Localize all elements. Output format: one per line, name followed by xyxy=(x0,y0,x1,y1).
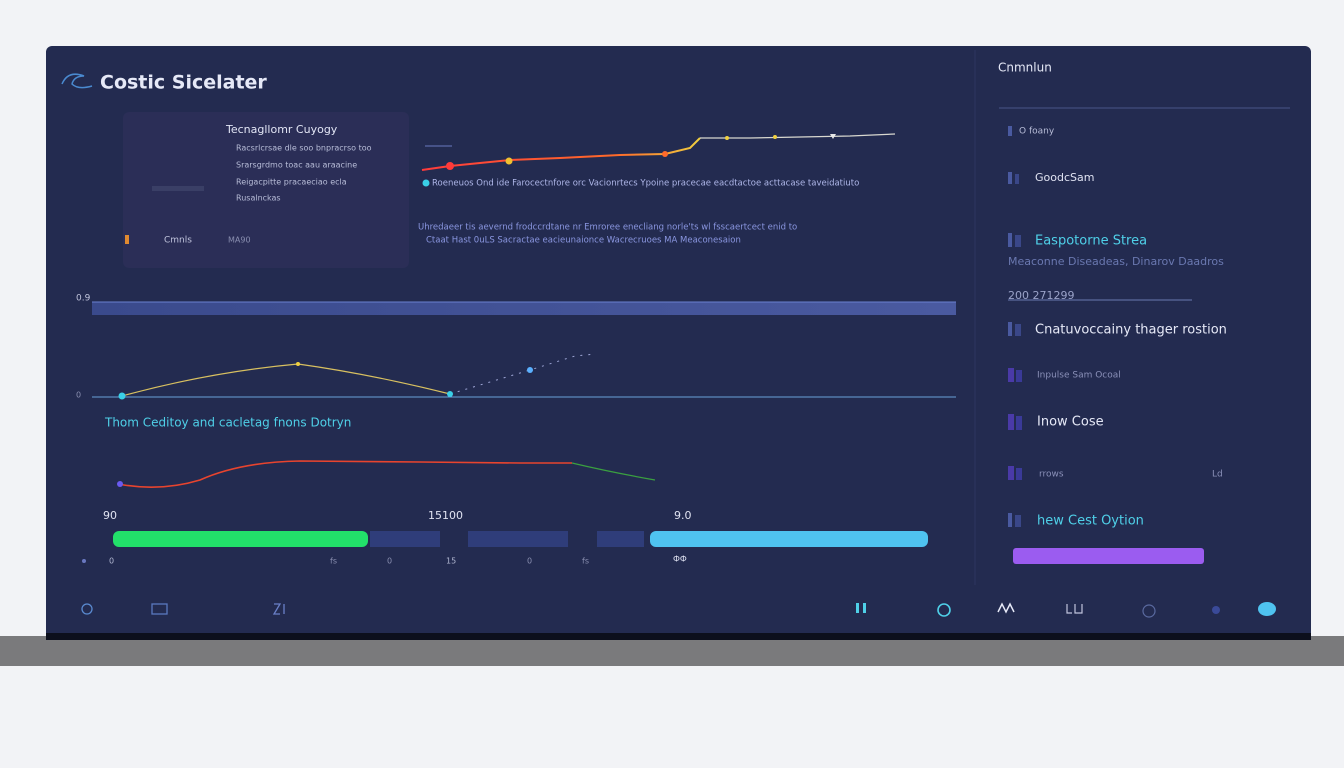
progress-track xyxy=(468,531,568,547)
sidebar-item: Meaconne Diseadeas, Dinarov Daadros xyxy=(1008,255,1224,268)
card-line: Rusalnckas xyxy=(236,194,281,203)
point xyxy=(830,134,836,139)
tick-dot xyxy=(82,559,86,563)
sidebar-item: Inpulse Sam Ocoal xyxy=(1037,371,1121,381)
tick-label: 0 xyxy=(527,557,532,566)
item-icon xyxy=(1015,515,1021,527)
item-icon xyxy=(1008,513,1012,527)
axis-label: 0 xyxy=(76,391,81,400)
toolbar-icon[interactable] xyxy=(81,603,93,615)
axis-label: 0.9 xyxy=(76,294,91,304)
card-line: Srarsgrdmo toac aau araacine xyxy=(236,161,357,170)
item-icon xyxy=(1016,468,1022,480)
legend-dot xyxy=(422,179,430,187)
toolbar-icon[interactable] xyxy=(1142,604,1156,618)
range-band xyxy=(92,302,956,315)
chart-note: Ctaat Hast 0uLS Sacractae eacieunaionce … xyxy=(426,236,741,246)
tick-label: 0 xyxy=(387,557,392,566)
item-icon xyxy=(1008,322,1012,336)
point xyxy=(773,135,777,139)
item-icon xyxy=(1016,416,1022,430)
point xyxy=(446,162,454,170)
tick-label: ФФ xyxy=(673,555,687,564)
progress-label: 15100 xyxy=(428,509,463,522)
point xyxy=(117,481,123,487)
point xyxy=(296,362,300,366)
logo xyxy=(61,73,93,89)
toolbar-icon[interactable] xyxy=(1212,606,1220,614)
sidebar-item[interactable]: Inow Cose xyxy=(1037,415,1104,430)
toolbar-icon[interactable] xyxy=(863,603,866,613)
toolbar-icon[interactable] xyxy=(272,603,285,615)
card-line: Racsrlcrsae dle soo bnpracrso too xyxy=(236,144,372,153)
point xyxy=(725,136,729,140)
toolbar-icon[interactable] xyxy=(856,603,859,613)
toolbar-icon[interactable] xyxy=(997,602,1015,614)
card-footer: Cmnls xyxy=(164,236,192,246)
sidebar-item[interactable]: Easpotorne Strea xyxy=(1035,234,1147,249)
toolbar xyxy=(81,602,1276,618)
card-footer: MA90 xyxy=(228,236,251,245)
item-icon xyxy=(1015,235,1021,247)
screen-bezel xyxy=(46,633,1311,640)
progress-track xyxy=(597,531,644,547)
progress-bar xyxy=(113,531,368,547)
sidebar-item: Ld xyxy=(1212,470,1223,480)
point xyxy=(118,392,126,400)
info-card xyxy=(123,112,409,268)
card-title: Tecnagllomr Cuyogy xyxy=(225,123,338,136)
item-icon xyxy=(1015,324,1021,336)
toolbar-icon[interactable] xyxy=(1066,604,1083,614)
sidebar-item[interactable]: hew Cest Oytion xyxy=(1037,514,1144,529)
tick-label: fs xyxy=(330,557,337,566)
series-line-tail xyxy=(571,462,656,481)
item-icon xyxy=(1008,126,1012,136)
tick-label: 15 xyxy=(446,557,456,566)
item-icon xyxy=(1015,174,1019,184)
trend-line-tail xyxy=(700,133,896,139)
point xyxy=(505,157,513,165)
chart-legend: Roeneuos Ond ide Farocectnfore orc Vacio… xyxy=(432,179,859,189)
caption: Thom Ceditoy and cacletag fnons Dotryn xyxy=(104,416,351,430)
item-icon xyxy=(1008,368,1014,382)
item-icon xyxy=(1016,370,1022,382)
action-button[interactable] xyxy=(1013,548,1204,564)
item-icon xyxy=(1008,466,1014,480)
card-marker xyxy=(125,235,129,244)
point xyxy=(527,367,533,373)
chart-note: Uhredaeer tis aevernd frodccrdtane nr Em… xyxy=(418,223,797,233)
series-line xyxy=(117,460,572,488)
point xyxy=(662,151,668,157)
tick-label: 0 xyxy=(109,557,114,566)
sidebar-item[interactable]: O foany xyxy=(1019,127,1055,137)
card-line: Reigacpitte pracaeciao ecla xyxy=(236,178,347,187)
sidebar-item: 200 271299 xyxy=(1008,289,1074,302)
item-icon xyxy=(1008,233,1012,247)
tick-label: fs xyxy=(582,557,589,566)
sidebar-item[interactable]: GoodcSam xyxy=(1035,171,1094,184)
progress-label: 9.0 xyxy=(674,509,692,522)
sidebar-title: Cnmnlun xyxy=(998,61,1052,75)
trend-line xyxy=(421,137,701,171)
toolbar-icon[interactable] xyxy=(937,603,951,617)
progress-track xyxy=(370,531,440,547)
device-base xyxy=(0,636,1344,666)
sidebar-list: O foany GoodcSam Easpotorne Strea Meacon… xyxy=(1008,126,1227,564)
brand: Costic Sicelater xyxy=(100,72,267,94)
item-icon xyxy=(1008,172,1012,184)
item-icon xyxy=(1008,414,1014,430)
sidebar-item: rrows xyxy=(1039,470,1064,480)
card-bar xyxy=(152,186,204,191)
progress-bar xyxy=(650,531,928,547)
toolbar-icon[interactable] xyxy=(1258,602,1276,616)
series-line-dotted xyxy=(449,353,597,395)
point xyxy=(447,391,453,397)
progress-label: 90 xyxy=(103,509,117,522)
toolbar-icon[interactable] xyxy=(151,603,168,615)
sidebar-item[interactable]: Cnatuvoccainy thager rostion xyxy=(1035,323,1227,338)
